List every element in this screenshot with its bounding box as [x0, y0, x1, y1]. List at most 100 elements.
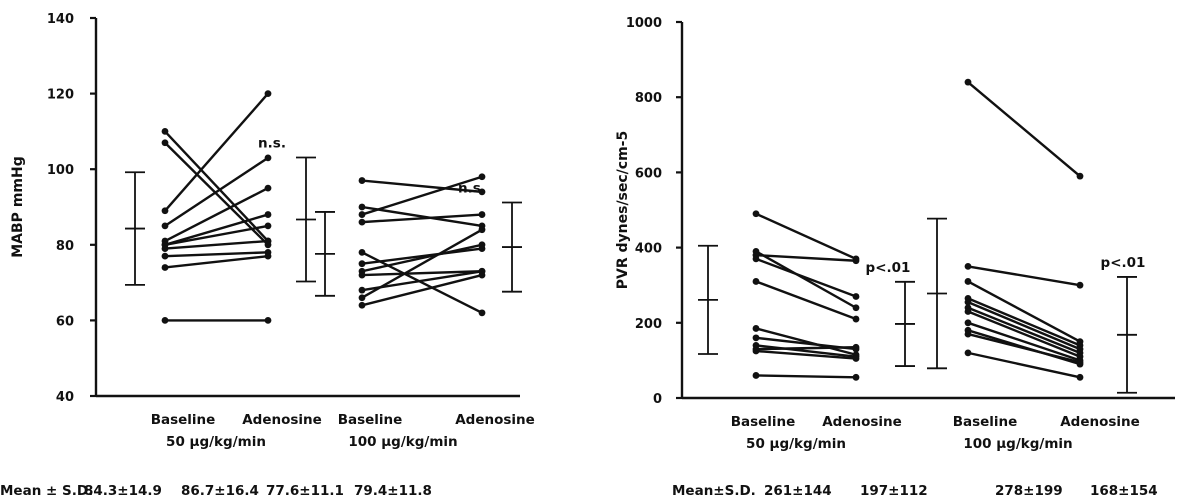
adenosine-point: [852, 315, 860, 323]
subject-line: [164, 130, 269, 242]
adenosine-point: [478, 309, 486, 317]
subject-line: [361, 213, 483, 224]
mean-sd-value: 77.6±11.1: [266, 483, 344, 499]
baseline-point: [752, 325, 760, 332]
adenosine-point: [264, 317, 272, 324]
adenosine-point: [264, 90, 272, 97]
x-category-label: Adenosine: [1060, 414, 1140, 430]
dose-label: 100 µg/kg/min: [348, 434, 457, 450]
y-tick-label: 120: [47, 88, 74, 103]
dose-label: 50 µg/kg/min: [746, 436, 846, 452]
y-tick-label: 100: [47, 163, 74, 178]
subject-line: [164, 254, 269, 269]
y-tick-label: 80: [56, 239, 74, 254]
subject-line: [967, 265, 1081, 287]
baseline-point: [964, 319, 972, 327]
subject-line: [361, 179, 483, 194]
baseline-point: [358, 301, 366, 309]
x-category-label: Adenosine: [455, 412, 535, 428]
subject-line: [361, 205, 483, 228]
subject-line: [967, 321, 1081, 362]
subject-line: [967, 332, 1081, 364]
x-category-label: Adenosine: [822, 414, 902, 430]
baseline-point: [161, 317, 169, 324]
adenosine-point: [852, 257, 860, 265]
x-category-label: Baseline: [953, 414, 1018, 430]
subject-line: [967, 310, 1081, 358]
mean-sd-value: 79.4±11.8: [354, 483, 432, 499]
adenosine-point: [852, 304, 860, 312]
baseline-point: [964, 263, 972, 270]
adenosine-point: [264, 222, 272, 230]
baseline-point: [358, 177, 366, 184]
adenosine-point: [264, 252, 272, 260]
adenosine-point: [852, 293, 860, 300]
subject-line: [755, 253, 857, 262]
adenosine-point: [1076, 172, 1084, 180]
x-category-label: Adenosine: [242, 412, 322, 428]
x-category-label: Baseline: [731, 414, 796, 430]
subject-line: [361, 247, 483, 265]
baseline-point: [161, 207, 169, 215]
baseline-point: [752, 278, 760, 285]
adenosine-point: [1076, 358, 1084, 366]
baseline-point: [161, 264, 169, 271]
subject-line: [164, 251, 269, 258]
baseline-point: [964, 278, 972, 285]
subject-line: [755, 374, 857, 379]
subject-line: [164, 92, 269, 212]
adenosine-point: [478, 271, 486, 279]
subject-line: [164, 213, 269, 246]
significance-label: p<.01: [1101, 255, 1146, 271]
subject-line: [755, 344, 857, 358]
adenosine-point: [478, 241, 486, 249]
adenosine-point: [264, 154, 272, 162]
significance-label: n.s.: [458, 180, 486, 196]
significance-label: p<.01: [866, 260, 911, 276]
y-tick-label: 0: [653, 392, 662, 407]
mean-sd-value: 86.7±16.4: [181, 483, 259, 499]
baseline-point: [964, 78, 972, 86]
mean-sd-value: 261±144: [764, 483, 832, 499]
adenosine-point: [264, 211, 272, 218]
y-tick-label: 600: [635, 166, 662, 181]
subject-line: [755, 349, 857, 360]
subject-line: [967, 301, 1081, 351]
subject-line: [755, 250, 857, 309]
subject-line: [361, 273, 483, 307]
subject-line: [967, 351, 1081, 379]
adenosine-point: [478, 188, 486, 196]
stats-row-label: Mean ± S.D.: [0, 483, 93, 499]
baseline-point: [358, 260, 366, 268]
y-tick-label: 400: [635, 242, 662, 257]
baseline-point: [358, 203, 366, 211]
pvr-panel: 0 200 400 600 800 1000 PVR dynes/sec/cm-5 p<.01…: [615, 16, 1175, 499]
subject-line: [361, 175, 483, 216]
baseline-point: [752, 372, 760, 379]
baseline-point: [161, 127, 169, 135]
y-tick-label: 140: [47, 12, 74, 27]
baseline-point: [161, 139, 169, 147]
subject-line: [755, 346, 857, 351]
adenosine-point: [852, 343, 860, 351]
y-tick-label: 40: [56, 390, 74, 405]
adenosine-point: [478, 226, 486, 234]
baseline-point: [358, 248, 366, 256]
subject-line: [361, 251, 483, 314]
stats-row-label: Mean±S.D.: [672, 483, 756, 499]
mean-sd-value: 168±154: [1090, 483, 1158, 499]
subject-line: [967, 306, 1081, 354]
baseline-point: [964, 349, 972, 357]
baseline-point: [161, 252, 169, 260]
baseline-point: [964, 330, 972, 338]
y-tick-label: 200: [635, 317, 662, 332]
y-tick-label: 1000: [626, 16, 662, 31]
subject-line: [755, 257, 857, 298]
dose-label: 100 µg/kg/min: [963, 436, 1072, 452]
adenosine-point: [1076, 281, 1084, 289]
adenosine-point: [478, 211, 486, 218]
mean-sd-value: 84.3±14.9: [84, 483, 162, 499]
baseline-point: [964, 298, 972, 306]
adenosine-point: [1076, 373, 1084, 381]
subject-line: [164, 239, 269, 250]
